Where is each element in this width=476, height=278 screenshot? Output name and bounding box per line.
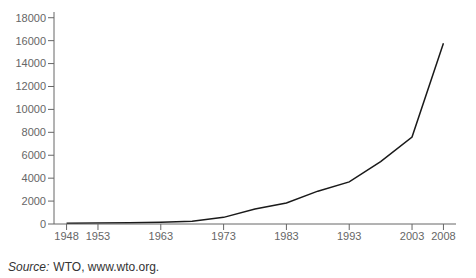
svg-text:12000: 12000 bbox=[15, 80, 46, 92]
svg-text:1948: 1948 bbox=[54, 230, 78, 242]
svg-text:6000: 6000 bbox=[22, 149, 46, 161]
svg-text:2008: 2008 bbox=[431, 230, 455, 242]
svg-text:1983: 1983 bbox=[274, 230, 298, 242]
svg-text:1993: 1993 bbox=[337, 230, 361, 242]
svg-text:8000: 8000 bbox=[22, 126, 46, 138]
svg-text:1973: 1973 bbox=[211, 230, 235, 242]
svg-text:0: 0 bbox=[40, 218, 46, 230]
svg-text:4000: 4000 bbox=[22, 172, 46, 184]
svg-text:1953: 1953 bbox=[86, 230, 110, 242]
svg-text:16000: 16000 bbox=[15, 35, 46, 47]
svg-text:14000: 14000 bbox=[15, 57, 46, 69]
svg-text:10000: 10000 bbox=[15, 103, 46, 115]
svg-text:2000: 2000 bbox=[22, 195, 46, 207]
svg-text:18000: 18000 bbox=[15, 12, 46, 24]
svg-text:2003: 2003 bbox=[400, 230, 424, 242]
html-text:Source: WTO, www.wto.org.: Source: WTO, www.wto.org. bbox=[8, 260, 160, 274]
svg-text:1963: 1963 bbox=[149, 230, 173, 242]
